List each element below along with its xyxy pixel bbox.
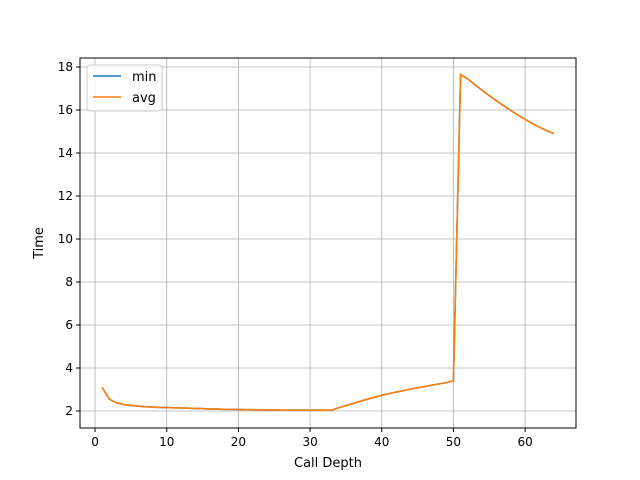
y-tick-label: 8 — [65, 275, 73, 289]
y-axis-label: Time — [32, 227, 47, 260]
x-tick-label: 0 — [91, 435, 99, 449]
y-tick-label: 2 — [65, 404, 73, 418]
y-tick-label: 10 — [58, 232, 73, 246]
y-tick-label: 4 — [65, 361, 73, 375]
x-tick-label: 40 — [374, 435, 389, 449]
x-tick-label: 50 — [446, 435, 461, 449]
y-tick-label: 6 — [65, 318, 73, 332]
legend-label-min: min — [132, 70, 157, 85]
x-tick-label: 10 — [159, 435, 174, 449]
y-tick-label: 14 — [58, 146, 73, 160]
x-tick-label: 60 — [517, 435, 532, 449]
y-tick-label: 12 — [58, 189, 73, 203]
x-axis-label: Call Depth — [294, 456, 362, 471]
x-tick-label: 20 — [231, 435, 246, 449]
series-lines — [101, 73, 555, 412]
x-tick-label: 30 — [302, 435, 317, 449]
ticks: 0 10 20 30 40 50 60 2 4 6 8 10 12 14 16 18 — [58, 60, 533, 449]
legend-label-avg: avg — [132, 91, 156, 106]
plot-frame — [79, 57, 577, 429]
y-tick-label: 18 — [58, 60, 73, 74]
legend: min avg — [86, 64, 163, 112]
series-line-avg — [101, 73, 555, 412]
y-tick-label: 16 — [58, 103, 73, 117]
grid — [80, 58, 576, 428]
